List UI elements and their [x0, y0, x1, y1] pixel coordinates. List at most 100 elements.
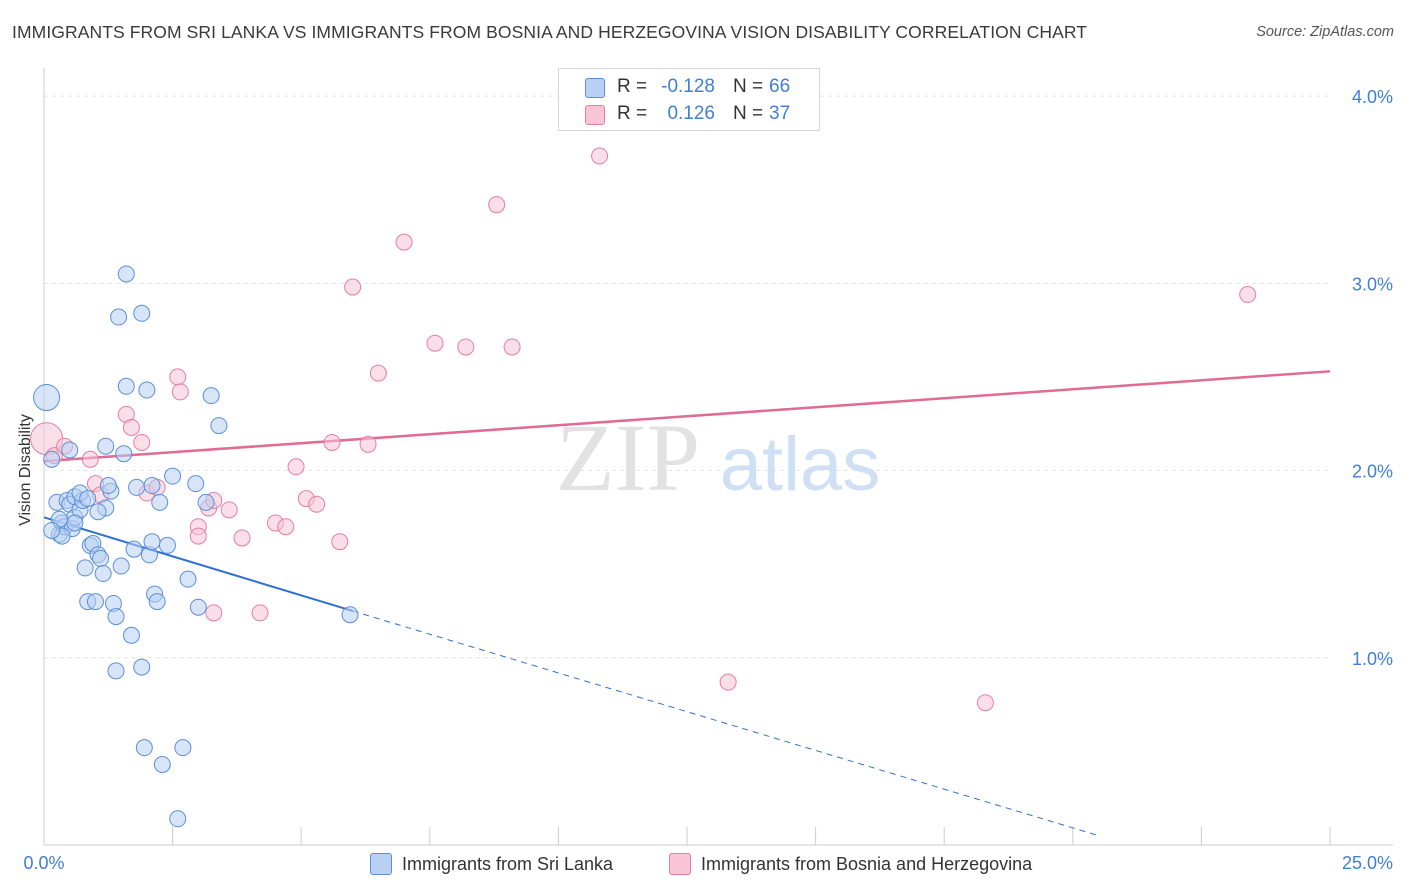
sri-lanka-point	[187, 475, 205, 493]
bosnia-trend-line	[43, 370, 1331, 463]
sri-lanka-point	[143, 477, 161, 495]
x-tick-label-min: 0.0%	[23, 853, 64, 873]
y-tick-label: 3.0%	[1352, 274, 1393, 294]
sri-lanka-point	[33, 384, 61, 412]
n-label: N =	[733, 76, 764, 97]
y-tick-label: 2.0%	[1352, 462, 1393, 482]
sri-lanka-point	[153, 755, 171, 773]
bosnia-point	[169, 368, 187, 386]
blue-swatch	[585, 78, 605, 98]
sri-lanka-point	[197, 493, 215, 511]
bosnia-point	[189, 527, 207, 545]
bosnia-point	[457, 338, 475, 356]
sri-lanka-point	[151, 493, 169, 511]
bosnia-point	[251, 604, 269, 622]
sri-lanka-point	[179, 570, 197, 588]
bosnia-point	[277, 518, 295, 536]
data-points	[30, 147, 1257, 828]
sri-lanka-point	[210, 417, 228, 435]
n-value: 66	[769, 76, 791, 97]
bosnia-point	[81, 450, 99, 468]
sri-lanka-point	[125, 540, 143, 558]
pink-swatch	[585, 105, 605, 125]
sri-lanka-point	[107, 608, 125, 626]
legend-label: Immigrants from Sri Lanka	[402, 854, 614, 874]
bosnia-point	[331, 533, 349, 551]
sri-lanka-point	[164, 467, 182, 485]
r-value: -0.128	[661, 76, 715, 97]
r-label: R =	[617, 103, 648, 124]
sri-lanka-point	[86, 593, 104, 611]
sri-lanka-point	[169, 810, 187, 828]
bosnia-point	[344, 278, 362, 296]
r-label: R =	[617, 76, 648, 97]
y-tick-label: 4.0%	[1352, 87, 1393, 107]
sri-lanka-point	[107, 662, 125, 680]
sri-lanka-point	[158, 536, 176, 554]
sri-lanka-point	[148, 593, 166, 611]
sri-lanka-point	[43, 450, 61, 468]
bosnia-point	[426, 334, 444, 352]
watermark: ZIP atlas	[556, 404, 880, 511]
sri-lanka-point	[79, 490, 97, 508]
bosnia-point	[233, 529, 251, 547]
pink-swatch	[669, 853, 691, 875]
sri-lanka-point	[99, 477, 117, 495]
bosnia-point	[220, 501, 238, 519]
sri-lanka-point	[174, 739, 192, 757]
bosnia-point	[323, 433, 341, 451]
sri-lanka-point	[138, 381, 156, 399]
bosnia-point	[308, 495, 326, 513]
bosnia-point	[369, 364, 387, 382]
sri-lanka-point	[135, 739, 153, 757]
sri-lanka-point	[61, 441, 79, 459]
sri-lanka-point	[202, 387, 220, 405]
bosnia-point	[359, 435, 377, 453]
y-axis-label: Vision Disability	[17, 414, 34, 526]
sri-lanka-point	[117, 377, 135, 395]
correlation-legend: R = -0.128 N = 66 R = 0.126 N = 37	[558, 68, 820, 131]
bosnia-point	[287, 458, 305, 476]
bosnia-point	[171, 383, 189, 401]
sri-lanka-trend-solid	[43, 516, 353, 612]
sri-lanka-point	[117, 265, 135, 283]
trend-lines	[43, 370, 1331, 837]
bosnia-point	[503, 338, 521, 356]
axes	[43, 68, 1393, 846]
sri-lanka-trend-dashed	[352, 610, 1099, 837]
tick-labels: 1.0% 2.0% 3.0% 4.0% 0.0% 25.0%	[23, 87, 1393, 873]
x-tick-label-max: 25.0%	[1342, 853, 1393, 873]
blue-swatch	[370, 853, 392, 875]
r-value: 0.126	[667, 103, 715, 124]
sri-lanka-point	[341, 606, 359, 624]
y-tick-label: 1.0%	[1352, 649, 1393, 669]
sri-lanka-point	[110, 308, 128, 326]
bosnia-point	[488, 196, 506, 214]
sri-lanka-point	[122, 626, 140, 644]
n-label: N =	[733, 103, 764, 124]
sri-lanka-point	[189, 598, 207, 616]
sri-lanka-point	[115, 445, 133, 463]
bosnia-point	[205, 604, 223, 622]
legend-label: Immigrants from Bosnia and Herzegovina	[701, 854, 1033, 874]
bosnia-point	[719, 673, 737, 691]
sri-lanka-point	[92, 550, 110, 568]
grid-lines	[44, 95, 1330, 659]
watermark-zip: ZIP	[556, 404, 700, 511]
sri-lanka-point	[143, 533, 161, 551]
sri-lanka-point	[133, 658, 151, 676]
bosnia-point	[976, 694, 994, 712]
watermark-atlas: atlas	[720, 422, 881, 507]
sri-lanka-point	[133, 304, 151, 322]
sri-lanka-point	[112, 557, 130, 575]
sri-lanka-point	[94, 565, 112, 583]
sri-lanka-point	[97, 437, 115, 455]
chart-source: Source: ZipAtlas.com	[1256, 24, 1394, 40]
sri-lanka-point	[76, 559, 94, 577]
bosnia-point	[395, 233, 413, 251]
chart-title: IMMIGRANTS FROM SRI LANKA VS IMMIGRANTS …	[12, 22, 1088, 42]
bosnia-point	[591, 147, 609, 165]
bosnia-point	[122, 418, 140, 436]
sri-lanka-point	[43, 521, 61, 539]
